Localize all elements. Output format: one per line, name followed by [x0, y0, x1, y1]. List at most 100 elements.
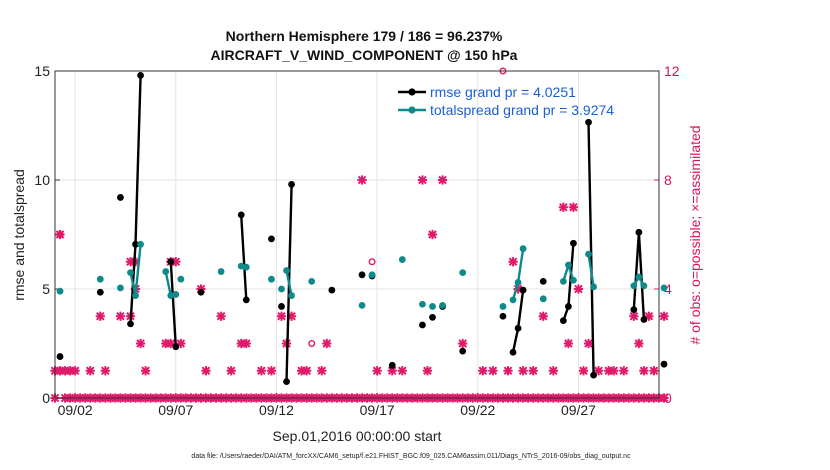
rmse-point — [499, 312, 507, 320]
legend-totalspread: totalspread grand pr = 3.9274 — [430, 102, 614, 118]
obs-assimilated-marker — [568, 202, 579, 212]
obs-assimilated-marker — [578, 366, 589, 376]
rmse-point — [328, 286, 336, 294]
totalspread-point — [439, 301, 446, 309]
obs-assimilated-marker — [538, 311, 548, 321]
totalspread-point — [283, 267, 290, 274]
totalspread-point — [288, 292, 295, 299]
legend-spread-marker — [408, 106, 416, 114]
rmse-point — [388, 361, 396, 369]
totalspread-point — [358, 301, 366, 309]
obs-assimilated-marker — [85, 366, 95, 376]
y-tick-label: 10 — [34, 172, 50, 188]
rmse-point — [127, 320, 134, 328]
y-tick-label: 15 — [34, 63, 50, 79]
y-tick-label: 5 — [42, 281, 50, 297]
obs-assimilated-marker — [478, 366, 488, 376]
y-axis-label: rmse and totalspread — [11, 169, 27, 301]
rmse-point — [358, 271, 366, 279]
rmse-line — [169, 261, 177, 347]
totalspread-point — [56, 287, 64, 295]
rmse-point — [514, 324, 522, 332]
rmse-point — [429, 313, 436, 321]
totalspread-point — [127, 269, 134, 277]
x-tick-label: 09/17 — [360, 402, 395, 418]
rmse-point — [635, 228, 643, 236]
rmse-point — [96, 288, 104, 296]
rmse-point — [56, 353, 64, 360]
obs-assimilated-marker — [619, 366, 629, 376]
totalspread-point — [132, 292, 139, 299]
totalspread-point — [242, 263, 250, 271]
y2-tick-label: 12 — [664, 63, 680, 79]
totalspread-point — [117, 284, 124, 292]
obs-assimilated-marker — [659, 311, 669, 321]
rmse-point — [630, 306, 638, 314]
obs-assimilated-marker — [171, 257, 181, 267]
y2-tick-label: 4 — [664, 281, 672, 297]
obs-assimilated-marker — [503, 366, 513, 376]
x-tick-label: 09/12 — [259, 402, 294, 418]
rmse-point — [197, 288, 205, 296]
obs-possible-marker — [56, 230, 64, 238]
rmse-point — [288, 180, 295, 188]
totalspread-point — [278, 285, 285, 293]
totalspread-point — [570, 276, 577, 284]
obs-assimilated-marker — [322, 338, 332, 349]
totalspread-point — [172, 291, 180, 298]
rmse-point — [172, 343, 180, 351]
rmse-point — [539, 277, 547, 285]
totalspread-point — [499, 303, 507, 310]
totalspread-point — [590, 283, 597, 291]
chart-subtitle: AIRCRAFT_V_WIND_COMPONENT @ 150 hPa — [211, 47, 518, 63]
y2-axis-label: # of obs: o=possible; ×=assimilated — [687, 125, 703, 344]
totalspread-point — [429, 303, 436, 310]
legend-rmse-marker — [408, 88, 416, 96]
plot-frame — [54, 70, 660, 399]
rmse-line — [587, 122, 595, 376]
obs-assimilated-marker — [357, 175, 367, 185]
rmse-point — [565, 303, 572, 310]
rmse-point — [242, 296, 250, 304]
obs-assimilated-marker — [427, 229, 438, 240]
chart-title: Northern Hemisphere 179 / 186 = 96.237% — [226, 28, 503, 44]
rmse-point — [509, 348, 517, 356]
totalspread-point — [368, 271, 376, 279]
obs-assimilated-marker — [639, 366, 649, 376]
totalspread-point — [162, 268, 170, 275]
obs-assimilated-marker — [115, 311, 126, 321]
totalspread-point — [308, 277, 316, 285]
totalspread-point — [630, 282, 638, 290]
rmse-point — [640, 316, 648, 323]
totalspread-point — [217, 268, 225, 275]
legend-rmse: rmse grand pr = 4.0251 — [430, 84, 576, 100]
totalspread-point — [519, 245, 527, 253]
axis-ticks: 09/0209/0709/1209/1709/2209/270510150481… — [34, 63, 679, 418]
rmse-point — [117, 194, 124, 201]
rmse-point — [660, 360, 668, 368]
plot-area — [55, 71, 659, 398]
obs-assimilated-marker — [241, 338, 251, 349]
rmse-point — [559, 317, 567, 325]
totalspread-point — [459, 269, 467, 277]
rmse-point — [519, 286, 527, 294]
x-axis-label: Sep.01,2016 00:00:00 start — [273, 428, 442, 444]
obs-assimilated-marker — [609, 366, 619, 376]
x-tick-label: 09/07 — [158, 402, 193, 418]
obs-assimilated-marker — [417, 175, 428, 185]
totalspread-line — [587, 253, 595, 287]
totalspread-point — [585, 250, 592, 258]
totalspread-point — [514, 279, 522, 286]
rmse-point — [278, 303, 285, 310]
rmse-point — [459, 347, 467, 355]
x-tick-label: 09/02 — [58, 402, 93, 418]
totalspread-point — [635, 273, 643, 281]
obs-assimilated-marker — [437, 175, 448, 185]
obs-assimilated-marker — [216, 311, 226, 321]
obs-assimilated-marker — [659, 393, 669, 403]
obs-assimilated-marker — [70, 366, 80, 376]
obs-assimilated-marker — [508, 257, 518, 267]
obs-assimilated-marker — [488, 366, 498, 376]
rmse-point — [237, 211, 245, 219]
